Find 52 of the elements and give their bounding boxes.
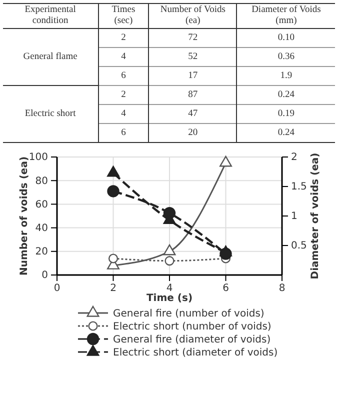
legend-label: General fire (number of voids) [113,308,264,320]
y2-tick-label: 1.5 [291,182,307,193]
text: 4 [121,109,126,119]
text: 0.19 [278,109,295,119]
text: 47 [188,109,198,119]
x-tick-label: 8 [278,283,286,294]
point [163,244,176,256]
text: 0.24 [278,128,295,138]
text: 4 [121,52,126,62]
text: 6 [121,71,126,81]
legend-label: Electric short (diameter of voids) [113,348,278,358]
text: 20 [188,128,198,138]
y-tick-label: 0 [42,270,48,282]
y2-tick-label: 0.5 [291,240,307,252]
x-tick-label: 2 [110,283,116,294]
point [107,166,120,177]
text: 6 [121,128,126,138]
text: 1.9 [280,71,292,81]
category-label: Experimental condition [3,4,98,28]
y-tick-label: 80 [35,176,48,187]
text: 0.36 [278,52,295,62]
y-tick-label: 40 [35,223,48,234]
category-label: Number of Voids (ea) [148,4,237,28]
category-label: Electric short [24,109,76,119]
x-tick-label: 6 [222,283,229,294]
category-label: Diameter of Voids (mm) [236,4,335,28]
y2-tick-label: 2 [291,152,298,164]
point [220,156,232,167]
y-tick-label: 100 [28,152,48,164]
category-label: General flame [23,52,78,62]
category-label: Times (sec) [98,4,149,28]
text: 2 [121,90,126,100]
text: 87 [188,90,198,100]
text: 17 [188,71,198,81]
x-tick-label: 4 [166,283,173,294]
y2-tick-label: 1 [291,211,298,222]
y-tick-label: 20 [35,246,48,258]
legend-label: General fire (diameter of voids) [113,334,271,346]
point [107,185,120,198]
x-axis-title: Time (s) [146,293,193,304]
text: 0.10 [278,33,295,43]
y-axis-title: Number of voids (ea) [19,156,30,276]
x-tick-label: 0 [54,283,60,294]
point [108,254,118,264]
y-tick-label: 60 [35,199,48,210]
text: 2 [121,33,126,43]
point [164,256,174,266]
text: 52 [188,52,198,62]
legend-label: Electric short (number of voids) [113,322,272,332]
y2-axis-title: Diameter of voids (ea) [310,152,321,280]
text: 72 [188,33,198,43]
text: 0.24 [278,90,295,100]
